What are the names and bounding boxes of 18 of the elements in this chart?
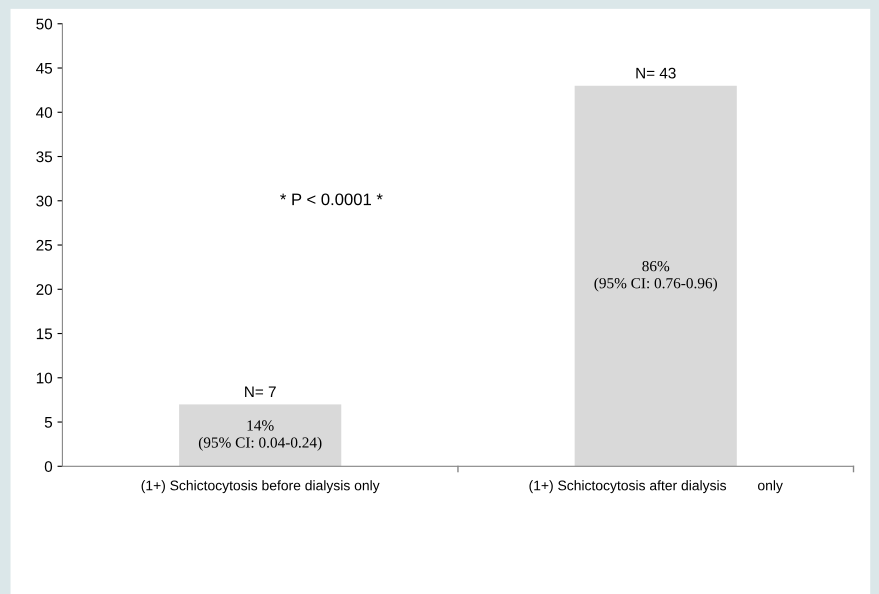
y-tick-label: 40	[36, 107, 52, 118]
x-tick-label: (1+) Schictocytosis after dialysis only	[529, 480, 783, 494]
annotation: * P < 0.0001 *	[280, 193, 383, 206]
y-tick-label: 35	[36, 151, 52, 162]
y-tick-label: 45	[36, 63, 52, 74]
y-tick-label: 25	[36, 240, 52, 251]
data-label: N= 43	[636, 68, 676, 79]
annotation: 86% (95% CI: 0.76-0.96)	[594, 261, 718, 292]
y-tick-label: 5	[44, 417, 52, 428]
y-tick-label: 15	[36, 328, 52, 340]
y-tick-label: 10	[36, 372, 52, 384]
y-tick-label: 0	[44, 461, 52, 472]
x-tick-label: (1+) Schictocytosis before dialysis only	[142, 480, 380, 494]
y-tick-label: 50	[36, 18, 52, 30]
data-label: N= 7	[245, 386, 276, 397]
y-tick-label: 30	[36, 196, 52, 206]
y-tick-label: 20	[36, 284, 52, 295]
annotation: 14% (95% CI: 0.04-0.24)	[198, 420, 322, 451]
